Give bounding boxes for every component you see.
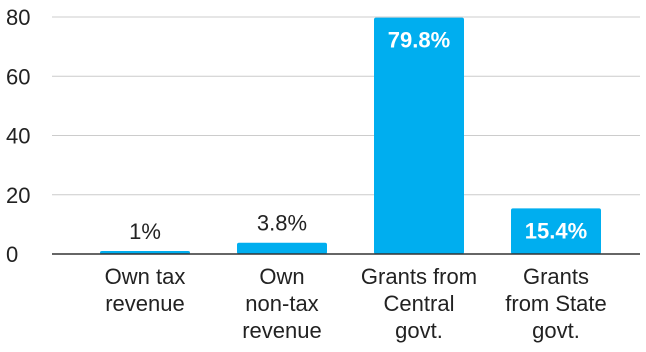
bar <box>237 242 327 254</box>
category-label: revenue <box>105 291 185 316</box>
category-label: revenue <box>242 318 322 343</box>
y-tick-label: 20 <box>6 183 30 208</box>
data-label: 3.8% <box>257 211 307 236</box>
category-label: from State <box>505 291 606 316</box>
category-label: Central <box>384 291 455 316</box>
category-label: Own <box>259 264 304 289</box>
category-label: Grants <box>523 264 589 289</box>
y-tick-label: 80 <box>6 5 30 30</box>
data-labels: 1% 3.8% 79.8% 15.4% <box>129 28 587 244</box>
y-tick-label: 60 <box>6 64 30 89</box>
y-axis-ticks: 0 20 40 60 80 <box>6 5 30 267</box>
category-label: govt. <box>395 318 443 343</box>
category-label: Grants from <box>361 264 477 289</box>
gridlines <box>52 16 640 196</box>
bar <box>374 17 464 255</box>
data-label: 1% <box>129 219 161 244</box>
bar <box>511 208 601 254</box>
category-label: govt. <box>532 318 580 343</box>
data-label: 15.4% <box>525 218 587 243</box>
data-label: 79.8% <box>388 28 450 53</box>
y-tick-label: 40 <box>6 124 30 149</box>
category-label: non-tax <box>245 291 318 316</box>
y-tick-label: 0 <box>6 242 18 267</box>
category-label: Own tax <box>105 264 186 289</box>
